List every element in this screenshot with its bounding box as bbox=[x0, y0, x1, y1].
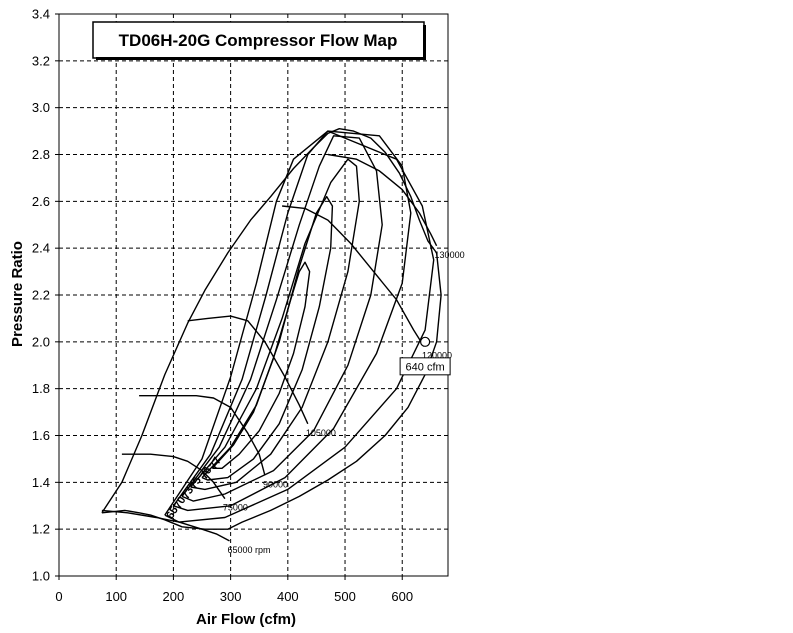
speed-line-label: 120000 bbox=[422, 351, 452, 361]
speed-line-label: 90000 bbox=[263, 479, 288, 489]
efficiency-label: 75 bbox=[188, 475, 205, 492]
operating-point-marker bbox=[420, 336, 431, 347]
title-box-shadow-side bbox=[423, 25, 426, 60]
speed-line-label: 105000 bbox=[306, 428, 336, 438]
y-tick-label: 3.0 bbox=[32, 100, 50, 115]
chart-title: TD06H-20G Compressor Flow Map bbox=[119, 31, 398, 50]
x-tick-label: 300 bbox=[220, 589, 242, 604]
y-tick-label: 1.8 bbox=[32, 381, 50, 396]
y-tick-label: 3.2 bbox=[32, 53, 50, 68]
speed-line-label: 65000 rpm bbox=[227, 545, 270, 555]
speed-line-label: 75000 bbox=[223, 503, 248, 513]
speed-line bbox=[187, 315, 309, 425]
title-box-shadow bbox=[96, 57, 426, 60]
callout-label: 640 cfm bbox=[406, 361, 445, 373]
y-tick-label: 2.6 bbox=[32, 194, 50, 209]
y-tick-label: 2.2 bbox=[32, 288, 50, 303]
efficiency-island-73 bbox=[181, 135, 383, 502]
y-tick-label: 1.0 bbox=[32, 569, 50, 584]
efficiency-island-76 bbox=[201, 195, 334, 481]
y-tick-label: 2.8 bbox=[32, 147, 50, 162]
efficiency-island-70 bbox=[172, 130, 412, 512]
speed-line bbox=[282, 205, 425, 347]
y-tick-labels: 1.0 1.2 1.4 1.6 1.8 2.0 2.2 2.4 2.6 2.8 3.0 3.2 3.4 bbox=[32, 7, 50, 584]
y-axis-title: Pressure Ratio bbox=[9, 241, 26, 347]
efficiency-label: 73 bbox=[180, 485, 197, 502]
x-tick-label: 400 bbox=[277, 589, 299, 604]
y-tick-label: 1.2 bbox=[32, 522, 50, 537]
surge-choke-boundary bbox=[101, 127, 442, 530]
grid bbox=[55, 13, 448, 580]
speed-line bbox=[101, 509, 230, 542]
x-tick-label: 0 bbox=[55, 589, 62, 604]
x-tick-label: 200 bbox=[163, 589, 185, 604]
x-tick-label: 500 bbox=[334, 589, 356, 604]
y-tick-label: 3.4 bbox=[32, 7, 50, 22]
efficiency-island-75 bbox=[190, 158, 360, 491]
x-tick-labels: 0 100 200 300 400 500 600 bbox=[55, 589, 413, 604]
x-axis-title: Air Flow (cfm) bbox=[196, 611, 296, 628]
efficiency-island-65 bbox=[164, 130, 435, 523]
y-tick-label: 2.0 bbox=[32, 334, 50, 349]
y-tick-label: 1.4 bbox=[32, 475, 50, 490]
speed-line-label: 130000 bbox=[435, 250, 465, 260]
x-tick-label: 100 bbox=[105, 589, 127, 604]
speed-line bbox=[327, 153, 438, 247]
x-tick-label: 600 bbox=[391, 589, 413, 604]
y-tick-label: 1.6 bbox=[32, 428, 50, 443]
efficiency-label: 65 bbox=[164, 505, 181, 522]
speed-line bbox=[121, 453, 226, 500]
y-tick-label: 2.4 bbox=[32, 241, 50, 256]
speed-line bbox=[139, 395, 266, 476]
callout-box bbox=[399, 357, 451, 376]
